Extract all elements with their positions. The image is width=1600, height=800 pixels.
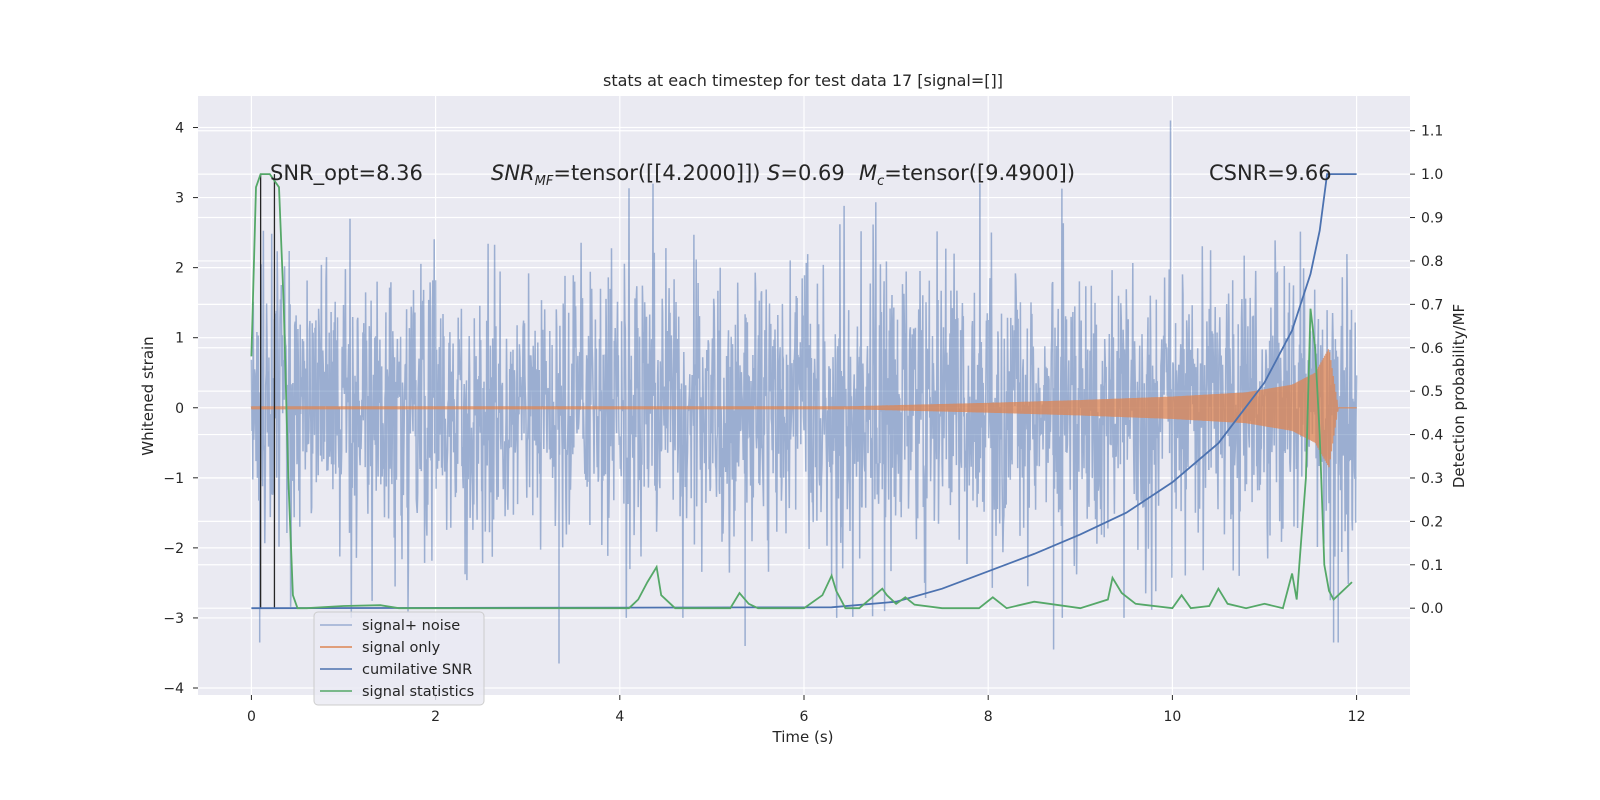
y-tick-label: 1 xyxy=(175,331,184,347)
x-tick-label: 8 xyxy=(984,709,993,725)
y-axis-right-label: Detection probability/MF xyxy=(1450,304,1468,488)
series-signal-only xyxy=(250,349,1357,468)
x-tick-label: 6 xyxy=(800,709,809,725)
y-right-tick-label: 1.1 xyxy=(1421,124,1443,140)
legend: signal+ noise signal only cumilative SNR… xyxy=(313,611,485,706)
y-right-tick-label: 0.3 xyxy=(1421,471,1443,487)
y-right-tick-label: 0.8 xyxy=(1421,254,1443,270)
y-tick-label: 2 xyxy=(175,261,184,277)
x-tick-label: 4 xyxy=(615,709,624,725)
x-tick-label: 10 xyxy=(1163,709,1181,725)
y-tick-label: 3 xyxy=(175,191,184,207)
y-right-tick-label: 0.0 xyxy=(1421,601,1443,617)
x-tick-label: 2 xyxy=(431,709,440,725)
x-axis-label: Time (s) xyxy=(772,728,834,746)
y-right-tick-label: 0.2 xyxy=(1421,514,1443,530)
legend-label-signal-statistics: signal statistics xyxy=(362,684,474,700)
x-tick-label: 0 xyxy=(247,709,256,725)
y-right-tick-label: 0.9 xyxy=(1421,211,1443,227)
series-cumulative-snr xyxy=(251,173,1357,610)
y-tick-label: 4 xyxy=(175,121,184,137)
chart-title: stats at each timestep for test data 17 … xyxy=(603,71,1003,90)
y-right-tick-label: 0.5 xyxy=(1421,384,1443,400)
y-tick-label: −4 xyxy=(163,681,184,697)
y-tick-label: 0 xyxy=(175,401,184,417)
y-tick-label: −3 xyxy=(163,611,184,627)
annotation-mc: Mc=tensor([9.4900]) xyxy=(859,161,1075,189)
annotation-s: S=0.69 xyxy=(767,161,845,185)
legend-label-signal-only: signal only xyxy=(362,640,441,656)
y-right-tick-label: 0.4 xyxy=(1421,428,1443,444)
annotation-snr-mf: SNRMF=tensor([[4.2000]]) xyxy=(491,161,760,189)
y-tick-label: −2 xyxy=(163,541,184,557)
series-signal-statistics xyxy=(250,173,1353,610)
y-right-tick-label: 1.0 xyxy=(1421,167,1443,183)
y-right-tick-label: 0.6 xyxy=(1421,341,1443,357)
legend-label-signal-noise: signal+ noise xyxy=(362,618,460,634)
y-right-tick-label: 0.7 xyxy=(1421,297,1443,313)
annotation-csnr: CSNR=9.66 xyxy=(1209,161,1332,185)
y-right-tick-label: 0.1 xyxy=(1421,558,1443,574)
y-axis-label: Whitened strain xyxy=(139,336,157,455)
series-signal-noise xyxy=(250,120,1358,664)
legend-box xyxy=(313,611,485,706)
annotation-snr-opt: SNR_opt=8.36 xyxy=(270,161,423,186)
annotations: SNR_opt=8.36 SNRMF=tensor([[4.2000]]) S=… xyxy=(270,161,1332,189)
x-tick-label: 12 xyxy=(1348,709,1366,725)
y-tick-label: −1 xyxy=(163,471,184,487)
legend-label-cumulative-snr: cumilative SNR xyxy=(362,662,472,678)
